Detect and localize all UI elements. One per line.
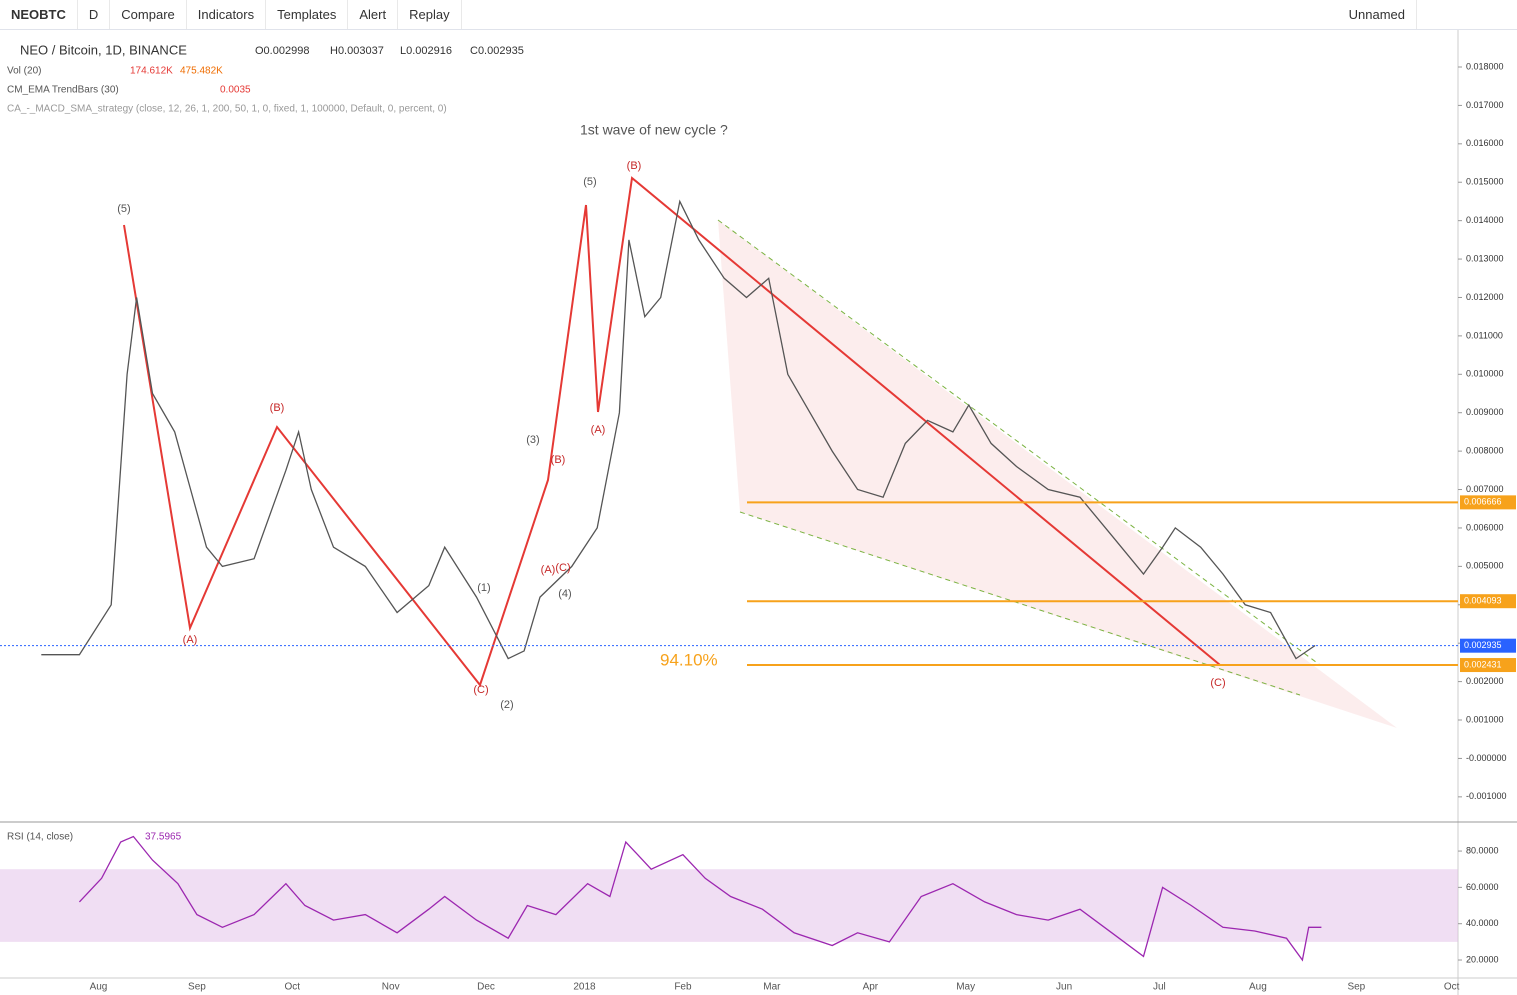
price-line [78,835,1322,962]
wave-label: (1) [477,582,490,594]
wave-label: (A) [541,564,556,576]
study-value: 0.0035 [220,85,251,96]
interval[interactable]: D [78,0,111,29]
study-value: 174.612K [130,66,173,77]
x-tick-label: May [956,982,975,993]
chart: Aug Sep Oct Nov Dec 2018 Feb Mar Apr May Jun Jul Aug… [0,30,1517,995]
tool[interactable]: Compare [110,0,187,29]
symbol[interactable]: NEOBTC [0,0,78,29]
y-tick-label: 0.015000 [1466,177,1504,187]
price-tag [1460,495,1516,510]
wave-label: (5) [583,176,596,188]
toolbar: NEOBTC D Compare Indicators Templates Al… [0,0,1517,30]
y-tick-label: 0.013000 [1466,253,1504,263]
y-tick-label: 0.002000 [1466,676,1504,686]
y-tick-label: 80.0000 [1466,845,1499,855]
study: Vol (20) [7,66,41,77]
rsi-band [0,869,1458,942]
study: CM_EMA TrendBars (30) [7,85,119,96]
price-tag [1460,638,1516,653]
wave-label: (B) [551,454,566,466]
ohlc: C0.002935 [470,45,524,57]
plot: Aug Sep Oct Nov Dec 2018 Feb Mar Apr May Jun Jul Aug… [0,61,1516,993]
price-tag-label: 0.004093 [1464,596,1502,606]
price-tag-label: 0.002935 [1464,640,1502,650]
wave-label: (C) [473,684,488,696]
wave-label: (4) [558,588,571,600]
y-tick-label: 40.0000 [1466,918,1499,928]
study: CA_-_MACD_SMA_strategy (close, 12, 26, 1… [7,104,447,115]
tool[interactable]: Templates [266,0,349,29]
y-tick-label: -0.001000 [1466,791,1507,801]
wave-label: (B) [627,160,642,172]
price-tag [1460,594,1516,609]
wave-label: (3) [526,434,539,446]
x-tick-label: Sep [1347,982,1365,993]
x-tick-label: Aug [90,982,108,993]
ohlc: O0.002998 [255,45,309,57]
wave-label: (B) [270,402,285,414]
wave-label: (A) [591,424,606,436]
x-tick-label: Aug [1249,982,1267,993]
x-tick-label: Mar [763,982,781,993]
y-tick-label: 0.009000 [1466,407,1504,417]
y-tick-label: 60.0000 [1466,882,1499,892]
y-tick-label: 0.007000 [1466,484,1504,494]
x-tick-label: Jun [1056,982,1072,993]
x-tick-label: Feb [674,982,692,993]
annotation: 1st wave of new cycle ? [580,122,728,138]
price-tag-label: 0.006666 [1464,497,1502,507]
x-tick-label: Apr [863,982,879,993]
y-tick-label: 0.001000 [1466,714,1504,724]
y-tick-label: 0.018000 [1466,61,1504,71]
wave-label: (C) [555,562,570,574]
x-tick-label: Oct [284,982,300,993]
study-value: 37.5965 [145,832,182,843]
x-tick-label: Nov [382,982,400,993]
y-tick-label: 0.012000 [1466,292,1504,302]
y-tick-label: 0.005000 [1466,561,1504,571]
price-line [41,199,1316,660]
price-tag [1460,658,1516,673]
x-tick-label: Oct [1444,982,1460,993]
legend-title: NEO / Bitcoin, 1D, BINANCE [20,42,187,57]
y-tick-label: 0.008000 [1466,445,1504,455]
y-tick-label: 0.006000 [1466,522,1504,532]
study-value: 475.482K [180,66,223,77]
wave-label: (A) [183,634,198,646]
x-tick-label: Sep [188,982,206,993]
price-tag-label: 0.002431 [1464,659,1502,669]
tool[interactable]: Indicators [187,0,267,29]
y-tick-label: 0.014000 [1466,215,1504,225]
wave-label: (5) [117,203,130,215]
ohlc: L0.002916 [400,45,452,57]
y-tick-label: 0.010000 [1466,369,1504,379]
y-tick-label: -0.000000 [1466,753,1507,763]
annotation: 94.10% [660,650,718,669]
tool[interactable]: Replay [398,0,462,29]
wave-label: (C) [1210,677,1225,689]
y-tick-label: 20.0000 [1466,954,1499,964]
ohlc: H0.003037 [330,45,384,57]
y-tick-label: 0.017000 [1466,100,1504,110]
y-tick-label: 0.011000 [1466,330,1503,340]
tool[interactable]: Alert [348,0,399,29]
x-tick-label: Dec [477,982,495,993]
study: RSI (14, close) [7,832,73,843]
x-tick-label: 2018 [573,982,596,993]
wave-label: (2) [500,699,513,711]
y-tick-label: 0.016000 [1466,138,1504,148]
x-tick-label: Jul [1153,982,1166,993]
layout-name[interactable]: Unnamed [1338,0,1417,29]
